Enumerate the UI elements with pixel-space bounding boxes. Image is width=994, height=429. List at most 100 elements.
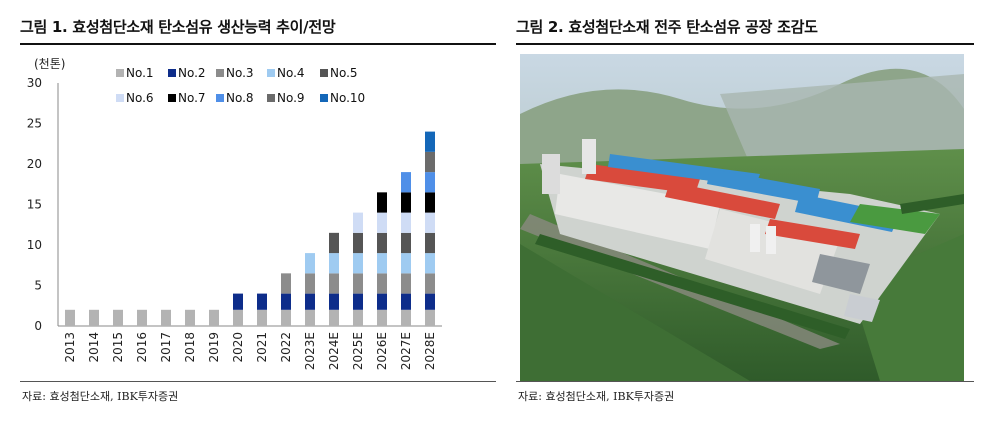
- y-tick-label: 0: [34, 319, 42, 333]
- factory-aerial-image: [520, 54, 964, 381]
- bar-segment: [377, 232, 387, 254]
- legend-label: No.4: [277, 66, 305, 80]
- bar-segment: [353, 273, 363, 294]
- bar-segment: [305, 293, 315, 310]
- legend-label: No.9: [277, 91, 305, 105]
- bar-segment: [425, 212, 435, 233]
- bar-segment: [377, 309, 387, 326]
- bar-segment: [401, 293, 411, 310]
- x-tick-label: 2023E: [303, 332, 317, 370]
- bar-segment: [401, 273, 411, 294]
- figure1-bottom-rule: [20, 381, 496, 382]
- legend-swatch: [168, 69, 176, 77]
- y-tick-label: 30: [27, 76, 42, 90]
- y-axis-unit-label: (천톤): [34, 56, 65, 71]
- figure1-title-rule: [20, 43, 496, 45]
- y-tick-label: 15: [27, 198, 42, 212]
- bar-segment: [425, 131, 435, 152]
- bar-segment: [209, 309, 219, 326]
- x-tick-label: 2013: [63, 332, 77, 363]
- bar-segment: [353, 253, 363, 274]
- x-tick-label: 2019: [207, 332, 221, 363]
- bar-segment: [425, 273, 435, 294]
- legend-swatch: [116, 94, 124, 102]
- bar-segment: [401, 309, 411, 326]
- x-tick-label: 2021: [255, 332, 269, 363]
- x-tick-label: 2026E: [375, 332, 389, 370]
- bar-segment: [281, 273, 291, 294]
- x-tick-label: 2025E: [351, 332, 365, 370]
- bar-segment: [425, 232, 435, 254]
- bar-segment: [65, 309, 75, 326]
- bar-segment: [425, 192, 435, 213]
- bar-segment: [305, 309, 315, 326]
- legend-label: No.8: [226, 91, 254, 105]
- y-tick-label: 20: [27, 157, 42, 171]
- bar-segment: [353, 212, 363, 233]
- bar-segment: [401, 232, 411, 254]
- bar-segment: [425, 172, 435, 193]
- legend-swatch: [116, 69, 124, 77]
- figure2-bottom-rule: [516, 381, 974, 382]
- bar-segment: [377, 212, 387, 233]
- bar-segment: [425, 253, 435, 274]
- x-tick-label: 2016: [135, 332, 149, 363]
- bar-segment: [377, 192, 387, 213]
- bar-segment: [137, 309, 147, 326]
- legend-label: No.1: [126, 66, 154, 80]
- figure1-source: 자료: 효성첨단소재, IBK투자증권: [22, 390, 179, 403]
- bar-segment: [305, 273, 315, 294]
- bar-segment: [329, 309, 339, 326]
- y-tick-label: 5: [34, 279, 42, 293]
- bar-segment: [89, 309, 99, 326]
- bar-segment: [353, 309, 363, 326]
- x-tick-label: 2017: [159, 332, 173, 363]
- legend-swatch: [168, 94, 176, 102]
- legend-swatch: [320, 69, 328, 77]
- bar-segment: [113, 309, 123, 326]
- bar-segment: [257, 293, 267, 310]
- legend-swatch: [267, 94, 275, 102]
- legend-swatch: [216, 94, 224, 102]
- bar-segment: [329, 293, 339, 310]
- x-tick-label: 2024E: [327, 332, 341, 370]
- x-tick-label: 2028E: [423, 332, 437, 370]
- capacity-chart: (천톤) 0 5 10 15 20 25 30 2013 2014 2015 2016 2017 2018…: [27, 56, 442, 370]
- legend-label: No.3: [226, 66, 254, 80]
- x-tick-label: 2022: [279, 332, 293, 363]
- legend-label: No.2: [178, 66, 206, 80]
- bar-segment: [161, 309, 171, 326]
- bar-segment: [305, 253, 315, 274]
- figure2-title: 그림 2. 효성첨단소재 전주 탄소섬유 공장 조감도: [516, 18, 818, 36]
- x-tick-label: 2020: [231, 332, 245, 363]
- bar-segment: [353, 232, 363, 254]
- bar-segment: [185, 309, 195, 326]
- bar-segment: [329, 273, 339, 294]
- bar-segment: [353, 293, 363, 310]
- bar-segment: [377, 293, 387, 310]
- legend-swatch: [216, 69, 224, 77]
- bar-segment: [401, 212, 411, 233]
- legend-label: No.10: [330, 91, 365, 105]
- x-tick-label: 2027E: [399, 332, 413, 370]
- bar-segment: [233, 309, 243, 326]
- legend-swatch: [320, 94, 328, 102]
- bar-segment: [281, 293, 291, 310]
- bar-segment: [233, 293, 243, 310]
- bar-segment: [257, 309, 267, 326]
- y-tick-label: 10: [27, 238, 42, 252]
- figure2-source: 자료: 효성첨단소재, IBK투자증권: [518, 390, 675, 403]
- legend-label: No.6: [126, 91, 154, 105]
- legend-label: No.5: [330, 66, 358, 80]
- x-tick-label: 2014: [87, 332, 101, 363]
- figure1-title: 그림 1. 효성첨단소재 탄소섬유 생산능력 추이/전망: [20, 18, 336, 36]
- bar-segment: [425, 309, 435, 326]
- bar-segment: [401, 253, 411, 274]
- y-tick-label: 25: [27, 117, 42, 131]
- bar-segment: [329, 253, 339, 274]
- x-tick-label: 2018: [183, 332, 197, 363]
- figure2-title-rule: [516, 43, 974, 45]
- bar-segment: [329, 232, 339, 254]
- bar-segment: [377, 273, 387, 294]
- bar-segment: [425, 293, 435, 310]
